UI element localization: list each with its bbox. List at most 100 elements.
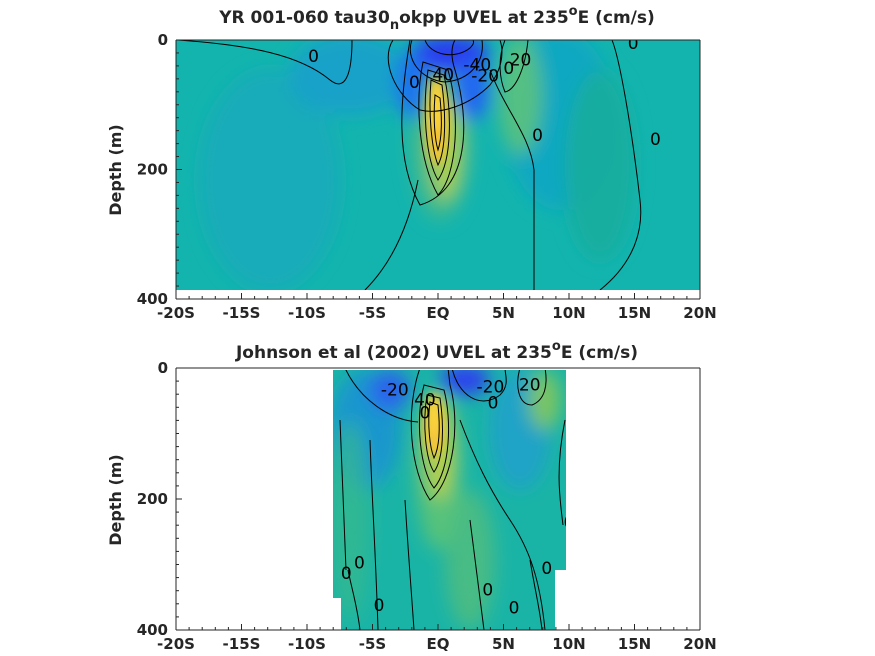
bottom-field-sec-core bbox=[440, 370, 490, 395]
bottom-x-tick-label: EQ bbox=[427, 635, 450, 653]
bottom-contour-label: 0 bbox=[564, 513, 575, 533]
bottom-y-axis-label: Depth (m) bbox=[106, 454, 125, 546]
top-y-tick-label: 0 bbox=[158, 31, 168, 49]
bottom-x-ticks: -20S -15S -10S -5S EQ 5N 10N 15N 20N bbox=[157, 624, 717, 653]
bottom-field-notch-west bbox=[333, 598, 341, 630]
top-field-sec-south bbox=[290, 40, 410, 115]
top-contour-20-necc bbox=[499, 40, 529, 93]
bottom-x-tick-label: -10S bbox=[288, 635, 326, 653]
bottom-contour-label: -20 bbox=[477, 377, 505, 397]
top-y-axis-label: Depth (m) bbox=[106, 124, 125, 216]
top-y-tick-label: 200 bbox=[137, 161, 168, 179]
top-x-tick-label: -10S bbox=[288, 304, 326, 322]
bottom-field-sec-west bbox=[370, 370, 410, 410]
top-contour-0-necc bbox=[489, 69, 535, 290]
bottom-contour-label: 40 bbox=[414, 390, 436, 410]
bottom-x-tick-label: -20S bbox=[157, 635, 195, 653]
bottom-contour-0-deep-east bbox=[529, 559, 543, 630]
bottom-contour-0-deep bbox=[469, 519, 485, 630]
top-contour-0-south bbox=[177, 40, 353, 85]
bottom-x-tick-label: 20N bbox=[683, 635, 716, 653]
bottom-x-tick-label: -15S bbox=[223, 635, 261, 653]
top-contour-label: 0 bbox=[409, 73, 420, 93]
top-contour-label: -20 bbox=[471, 67, 499, 87]
top-contour-label: 0 bbox=[650, 130, 661, 150]
bottom-x-tick-label: 5N bbox=[492, 635, 515, 653]
bottom-contours bbox=[339, 370, 566, 630]
bottom-contour-label: 20 bbox=[519, 375, 541, 395]
bottom-contour-40-euc bbox=[424, 394, 443, 473]
bottom-contour-label: 0 bbox=[354, 554, 365, 574]
top-contour-label: 0 bbox=[532, 126, 543, 146]
top-y-ticks: 0 200 400 bbox=[137, 31, 182, 308]
bottom-field-euc-max bbox=[428, 397, 440, 433]
bottom-contour-labels: -20-202004000000000 bbox=[341, 375, 575, 619]
bottom-contour-0-euc bbox=[410, 370, 456, 501]
top-x-tick-label: 5N bbox=[492, 304, 515, 322]
bottom-y-tick-label: 400 bbox=[137, 621, 168, 639]
bottom-x-tick-label: 15N bbox=[618, 635, 651, 653]
top-field-southern-westward bbox=[200, 70, 340, 290]
bottom-contour-m20-east bbox=[452, 370, 507, 402]
top-field-necc bbox=[498, 40, 542, 155]
top-contour-20-euc bbox=[418, 61, 456, 196]
top-x-ticks: -20S -15S -10S -5S EQ 5N 10N 15N 20N bbox=[157, 293, 717, 322]
bottom-contour-label: 0 bbox=[541, 559, 552, 579]
bottom-panel: -20-202004000000000 -20S-15S-10S-5SEQ5N1… bbox=[106, 339, 717, 653]
top-x-tick-label: -5S bbox=[359, 304, 386, 322]
top-y-tick-label: 400 bbox=[137, 290, 168, 308]
top-field-sec-west bbox=[397, 50, 427, 120]
top-x-tick-label: 20N bbox=[683, 304, 716, 322]
top-contour-40-euc bbox=[424, 69, 450, 181]
bottom-x-tick-label: 10N bbox=[552, 635, 585, 653]
bottom-contour-label: -20 bbox=[381, 381, 409, 401]
top-contour-label: -40 bbox=[463, 56, 491, 76]
top-contour-label: 40 bbox=[432, 65, 454, 85]
top-contour-label: 0 bbox=[308, 47, 319, 67]
top-x-tick-label: -20S bbox=[157, 304, 195, 322]
bottom-title: Johnson et al (2002) UVEL at 235oE (cm/s… bbox=[235, 339, 638, 363]
top-field-euc-max bbox=[430, 80, 442, 130]
bottom-contour-60-euc bbox=[428, 401, 440, 460]
top-contour-0-euc bbox=[401, 40, 465, 206]
top-contour-0-north bbox=[599, 40, 642, 290]
top-x-tick-label: -15S bbox=[223, 304, 261, 322]
bottom-contour-0-west2 bbox=[369, 439, 379, 630]
bottom-y-tick-label: 0 bbox=[158, 359, 168, 377]
bottom-contour-20-necc bbox=[517, 370, 547, 406]
bottom-contour-m20-west bbox=[345, 370, 419, 423]
bottom-field-necc bbox=[529, 370, 561, 430]
top-contours bbox=[177, 40, 642, 290]
bottom-x-tick-label: -5S bbox=[359, 635, 386, 653]
top-x-tick-label: EQ bbox=[427, 304, 450, 322]
top-contour-label: 0 bbox=[503, 59, 514, 79]
bottom-contour-20-euc bbox=[418, 384, 450, 489]
bottom-y-ticks: 0 200 400 bbox=[137, 359, 182, 639]
bottom-contour-0-west bbox=[339, 419, 361, 630]
bottom-contour-label: 0 bbox=[488, 394, 499, 414]
top-contour-60-euc bbox=[429, 79, 446, 167]
bottom-contour-0-east bbox=[558, 419, 566, 526]
top-contour-m40 bbox=[409, 40, 483, 83]
bottom-field-deep-jet bbox=[445, 490, 495, 630]
top-contour-0-deep bbox=[364, 179, 419, 290]
bottom-field-notch-east bbox=[555, 570, 566, 630]
top-x-tick-label: 10N bbox=[552, 304, 585, 322]
top-contour-label: 0 bbox=[628, 34, 639, 54]
bottom-contour-label: 0 bbox=[419, 404, 430, 424]
bottom-contour-label: 0 bbox=[509, 599, 520, 619]
top-contour-m60 bbox=[424, 40, 475, 56]
bottom-contour-label: 0 bbox=[482, 580, 493, 600]
bottom-contour-label: 0 bbox=[341, 564, 352, 584]
top-contour-label: 20 bbox=[510, 50, 532, 70]
top-x-tick-label: 15N bbox=[618, 304, 651, 322]
bottom-y-tick-label: 200 bbox=[137, 490, 168, 508]
bottom-field-west-band bbox=[333, 420, 370, 620]
bottom-velocity-field: -20-202004000000000 bbox=[333, 370, 575, 630]
top-field-north-band bbox=[565, 70, 635, 260]
bottom-contour-label: 0 bbox=[374, 596, 385, 616]
top-title: YR 001-060 tau30nokpp UVEL at 235oE (cm/… bbox=[218, 4, 655, 33]
